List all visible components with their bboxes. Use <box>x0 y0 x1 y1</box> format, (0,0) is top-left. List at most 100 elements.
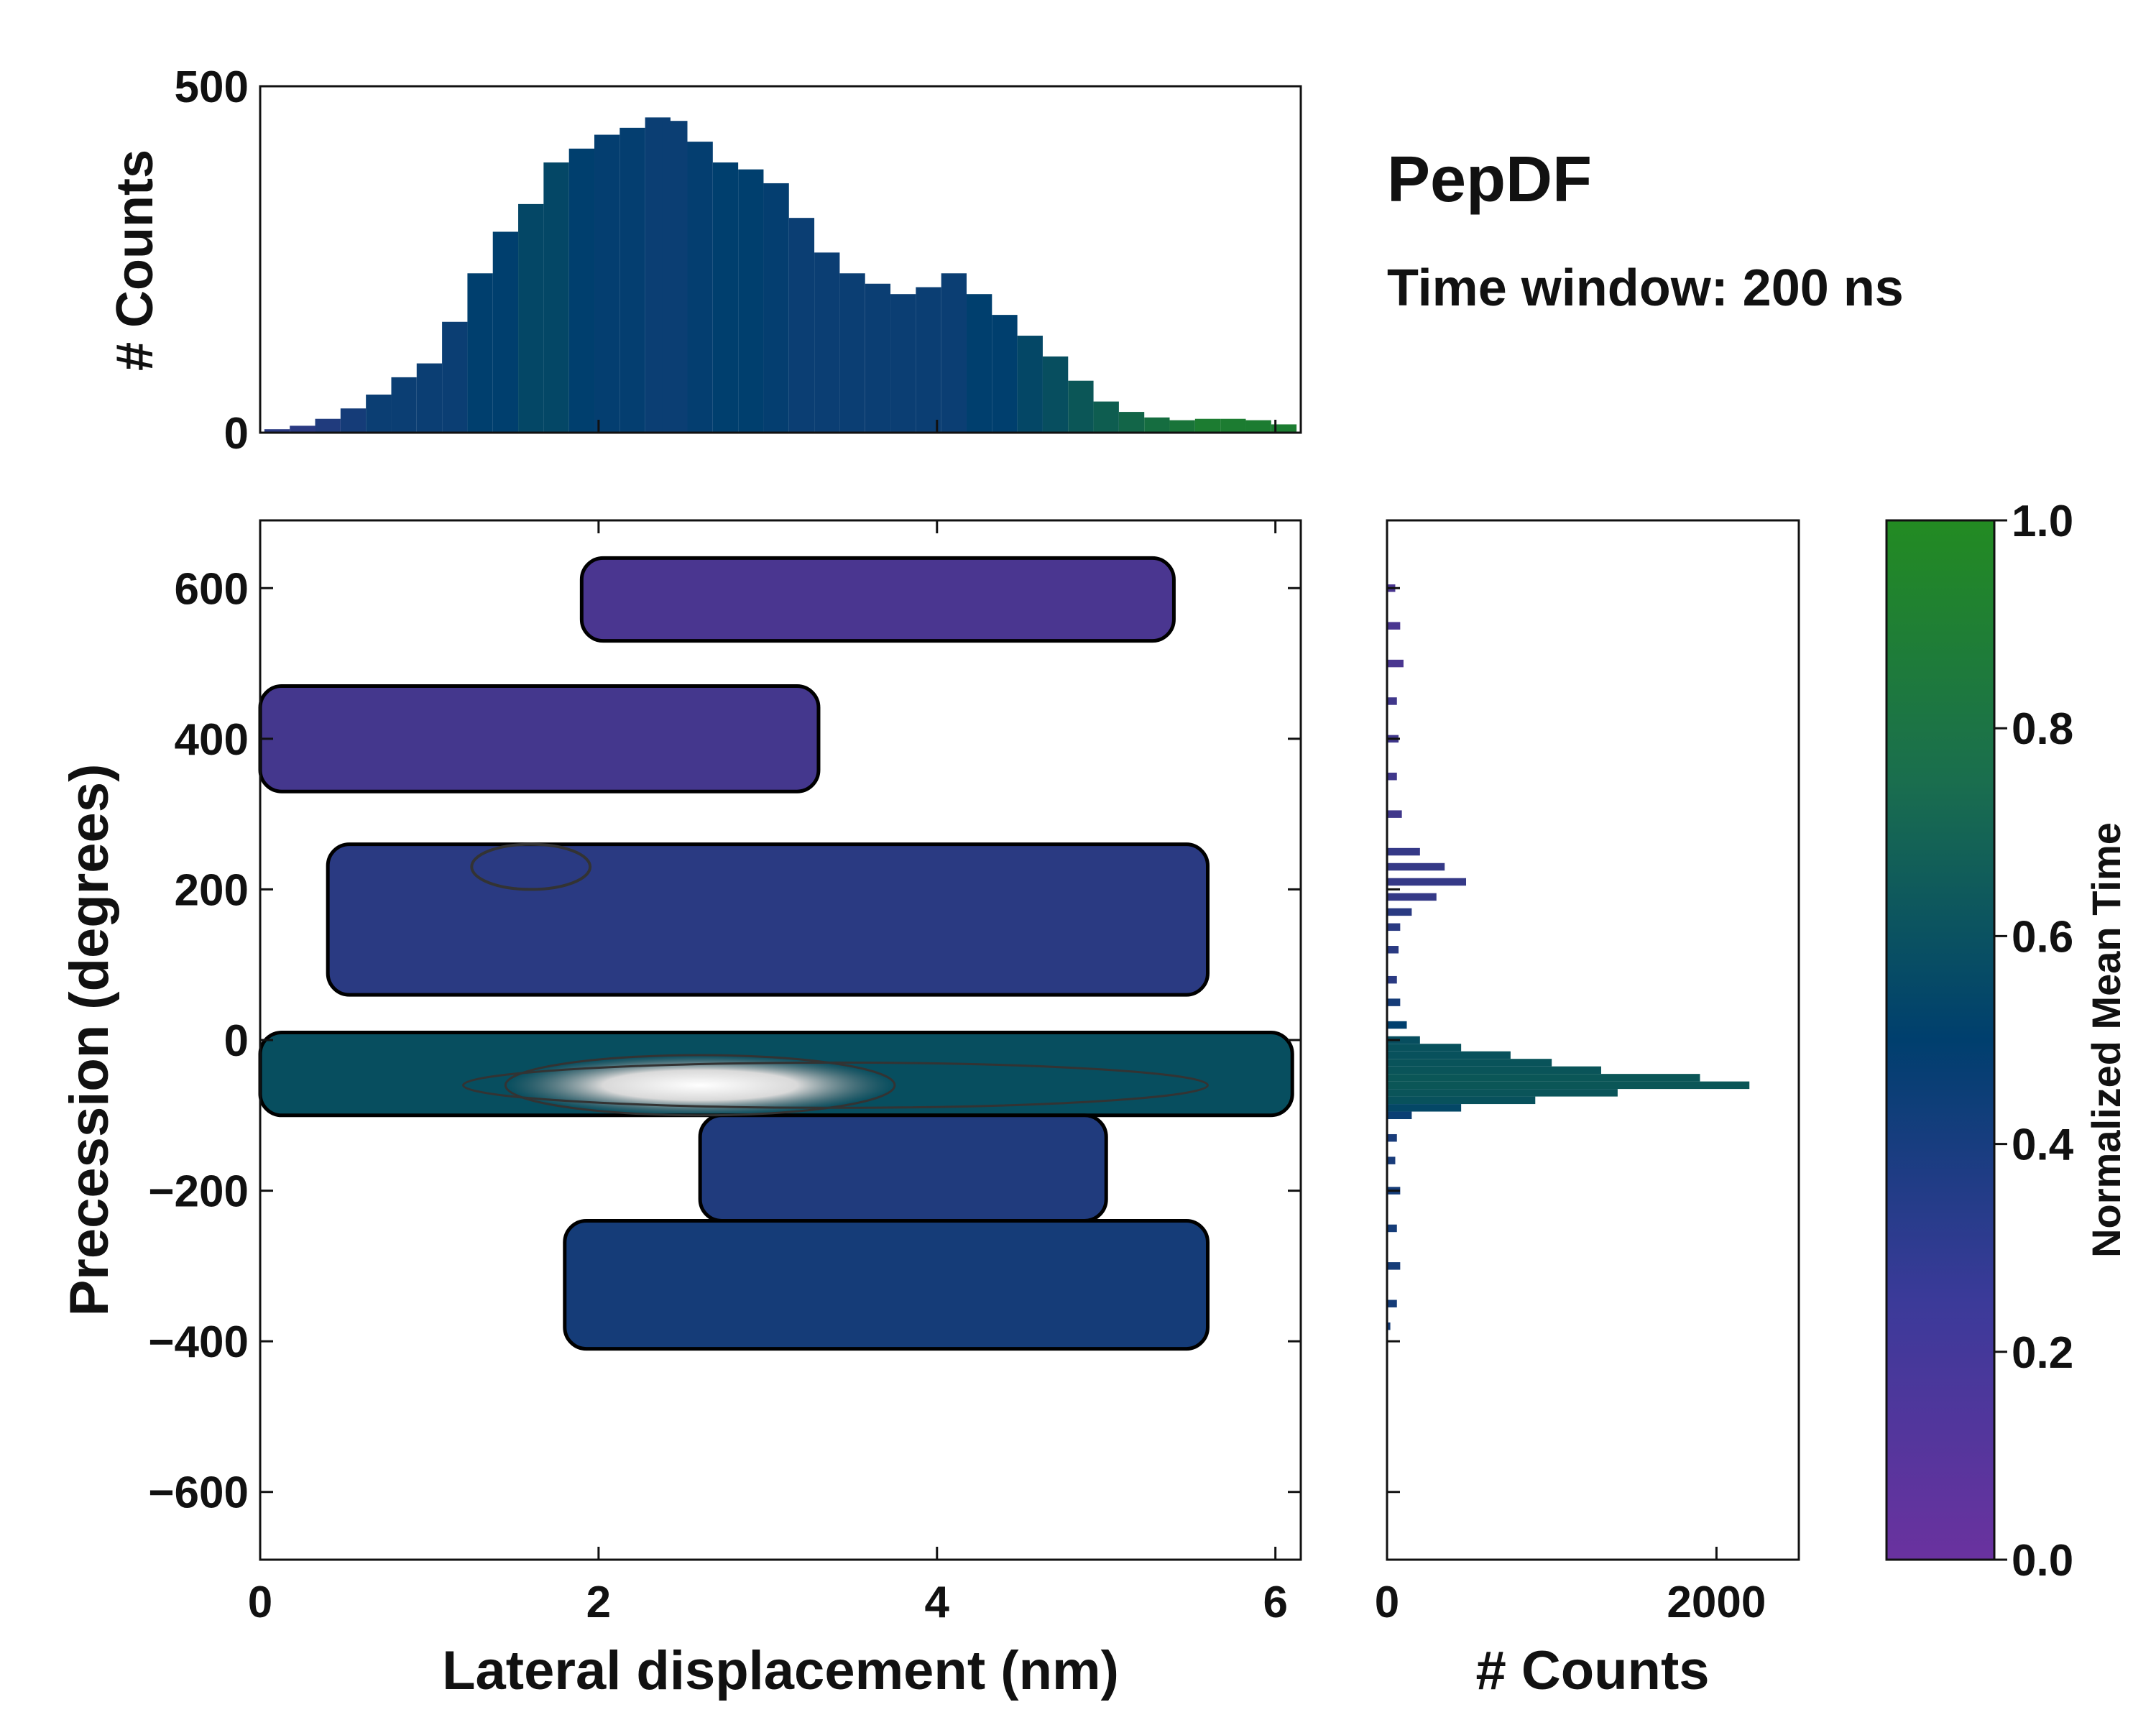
right-histogram: 0 2000 # Counts <box>1375 519 1800 1701</box>
top-histogram-bar <box>1271 424 1297 433</box>
top-histogram-bar <box>568 148 595 433</box>
right-histogram-bar <box>1387 1081 1750 1090</box>
top-histogram-bar <box>518 203 544 433</box>
right-histogram-bars <box>1387 584 1750 1330</box>
top-histogram-bar <box>264 429 290 433</box>
top-histogram-bar <box>839 273 865 433</box>
main-heatmap-ticks: 0 2 4 6 −600 −400 −200 0 200 400 600 <box>148 520 1301 1627</box>
density-core-ellipse <box>504 1054 896 1117</box>
right-histogram-bar <box>1387 908 1412 916</box>
figure-subtitle: Time window: 200 ns <box>1387 259 1904 317</box>
top-histogram-bar <box>290 426 315 433</box>
right-histogram-bar <box>1387 659 1404 668</box>
top-histogram-bar <box>1068 380 1094 433</box>
top-ytick-label: 0 <box>224 409 249 459</box>
top-histogram-bar <box>366 394 392 433</box>
top-histogram-bar <box>738 169 764 433</box>
top-histogram: 0 500 # Counts <box>106 63 1302 459</box>
right-histogram-bar <box>1387 1096 1536 1105</box>
top-histogram-bar <box>492 231 519 433</box>
main-xtick-label: 2 <box>586 1578 611 1627</box>
right-histogram-bar <box>1387 1262 1401 1270</box>
right-histogram-bar <box>1387 1021 1407 1029</box>
right-histogram-bar <box>1387 622 1401 630</box>
right-xtick-label: 2000 <box>1667 1578 1766 1627</box>
top-histogram-bar <box>662 121 688 433</box>
heatmap-region-band_-200 <box>698 1113 1108 1223</box>
right-histogram-bar <box>1387 862 1445 871</box>
main-heatmap-regions <box>258 556 1294 1351</box>
right-histogram-xlabel: # Counts <box>1475 1640 1709 1701</box>
top-histogram-bar <box>788 218 815 433</box>
main-ytick-label: −200 <box>148 1167 249 1217</box>
colorbar-ticks: 0.0 0.2 0.4 0.6 0.8 1.0 <box>1994 497 2074 1586</box>
top-histogram-bar <box>619 127 645 433</box>
right-xtick-label: 0 <box>1375 1578 1399 1627</box>
right-histogram-bar <box>1387 1044 1462 1052</box>
colorbar: 0.0 0.2 0.4 0.6 0.8 1.0 Normalized Mean Time <box>1885 497 2129 1586</box>
heatmap-region-band_+400 <box>258 684 821 794</box>
main-ytick-label: 400 <box>175 715 249 765</box>
main-ytick-label: 0 <box>224 1016 249 1066</box>
top-histogram-bar <box>1220 418 1246 433</box>
main-xtick-label: 4 <box>925 1578 950 1627</box>
right-histogram-frame <box>1386 519 1800 1561</box>
density-core <box>462 842 1210 1117</box>
top-histogram-bar <box>1169 420 1195 433</box>
right-histogram-bar <box>1387 810 1402 818</box>
main-ytick-label: −600 <box>148 1468 249 1518</box>
colorbar-tick-label: 0.0 <box>2012 1536 2073 1586</box>
colorbar-tick-label: 1.0 <box>2012 497 2073 546</box>
right-histogram-bar <box>1387 975 1397 984</box>
top-histogram-bar <box>391 377 417 433</box>
top-histogram-ylabel: # Counts <box>106 150 164 371</box>
main-heatmap: 0 2 4 6 −600 −400 −200 0 200 400 600 Lateral displ… <box>59 519 1302 1701</box>
right-histogram-bar <box>1387 1104 1462 1112</box>
colorbar-tick-label: 0.8 <box>2012 704 2073 754</box>
colorbar-tick-label: 0.6 <box>2012 912 2073 962</box>
top-histogram-bar <box>916 287 941 433</box>
right-histogram-bar <box>1387 1074 1700 1082</box>
top-histogram-bar <box>941 273 967 433</box>
top-histogram-bar <box>442 321 468 433</box>
top-histogram-bar <box>1017 336 1043 433</box>
top-histogram-bars <box>264 117 1297 433</box>
figure-title: PepDF <box>1387 144 1592 216</box>
top-histogram-bar <box>890 294 916 433</box>
main-heatmap-xlabel: Lateral displacement (nm) <box>442 1640 1119 1701</box>
right-histogram-bar <box>1387 1111 1412 1120</box>
right-histogram-bar <box>1387 773 1397 781</box>
top-histogram-ticks: 0 500 <box>175 63 1277 459</box>
top-histogram-bar <box>1093 401 1119 433</box>
top-histogram-bar <box>992 315 1018 433</box>
right-histogram-bar <box>1387 878 1467 886</box>
top-histogram-bar <box>687 142 713 433</box>
right-histogram-bar <box>1387 1089 1618 1097</box>
right-histogram-bar <box>1387 1051 1511 1059</box>
right-histogram-bar <box>1387 1224 1397 1233</box>
top-histogram-bar <box>1144 417 1170 433</box>
colorbar-gradient <box>1885 519 1996 1561</box>
top-histogram-bar <box>1118 412 1145 433</box>
top-histogram-bar <box>865 283 891 433</box>
top-histogram-bar <box>543 162 569 433</box>
top-histogram-bar <box>814 252 840 433</box>
top-histogram-bar <box>966 294 992 433</box>
top-histogram-bar <box>1194 418 1221 433</box>
right-histogram-bar <box>1387 697 1397 705</box>
top-histogram-bar <box>1245 420 1271 433</box>
right-histogram-bar <box>1387 1300 1397 1307</box>
right-histogram-bar <box>1387 1133 1397 1142</box>
right-histogram-bar <box>1387 893 1437 901</box>
top-histogram-bar <box>1042 356 1069 433</box>
right-histogram-ticks: 0 2000 <box>1375 586 1766 1627</box>
main-ytick-label: 200 <box>175 865 249 915</box>
main-xtick-label: 0 <box>248 1578 272 1627</box>
top-histogram-bar <box>467 273 493 433</box>
heatmap-region-band_+600 <box>579 556 1176 643</box>
right-histogram-bar <box>1387 998 1401 1006</box>
main-ytick-label: 600 <box>175 564 249 614</box>
top-histogram-bar <box>315 418 341 433</box>
right-histogram-bar <box>1387 1156 1396 1164</box>
